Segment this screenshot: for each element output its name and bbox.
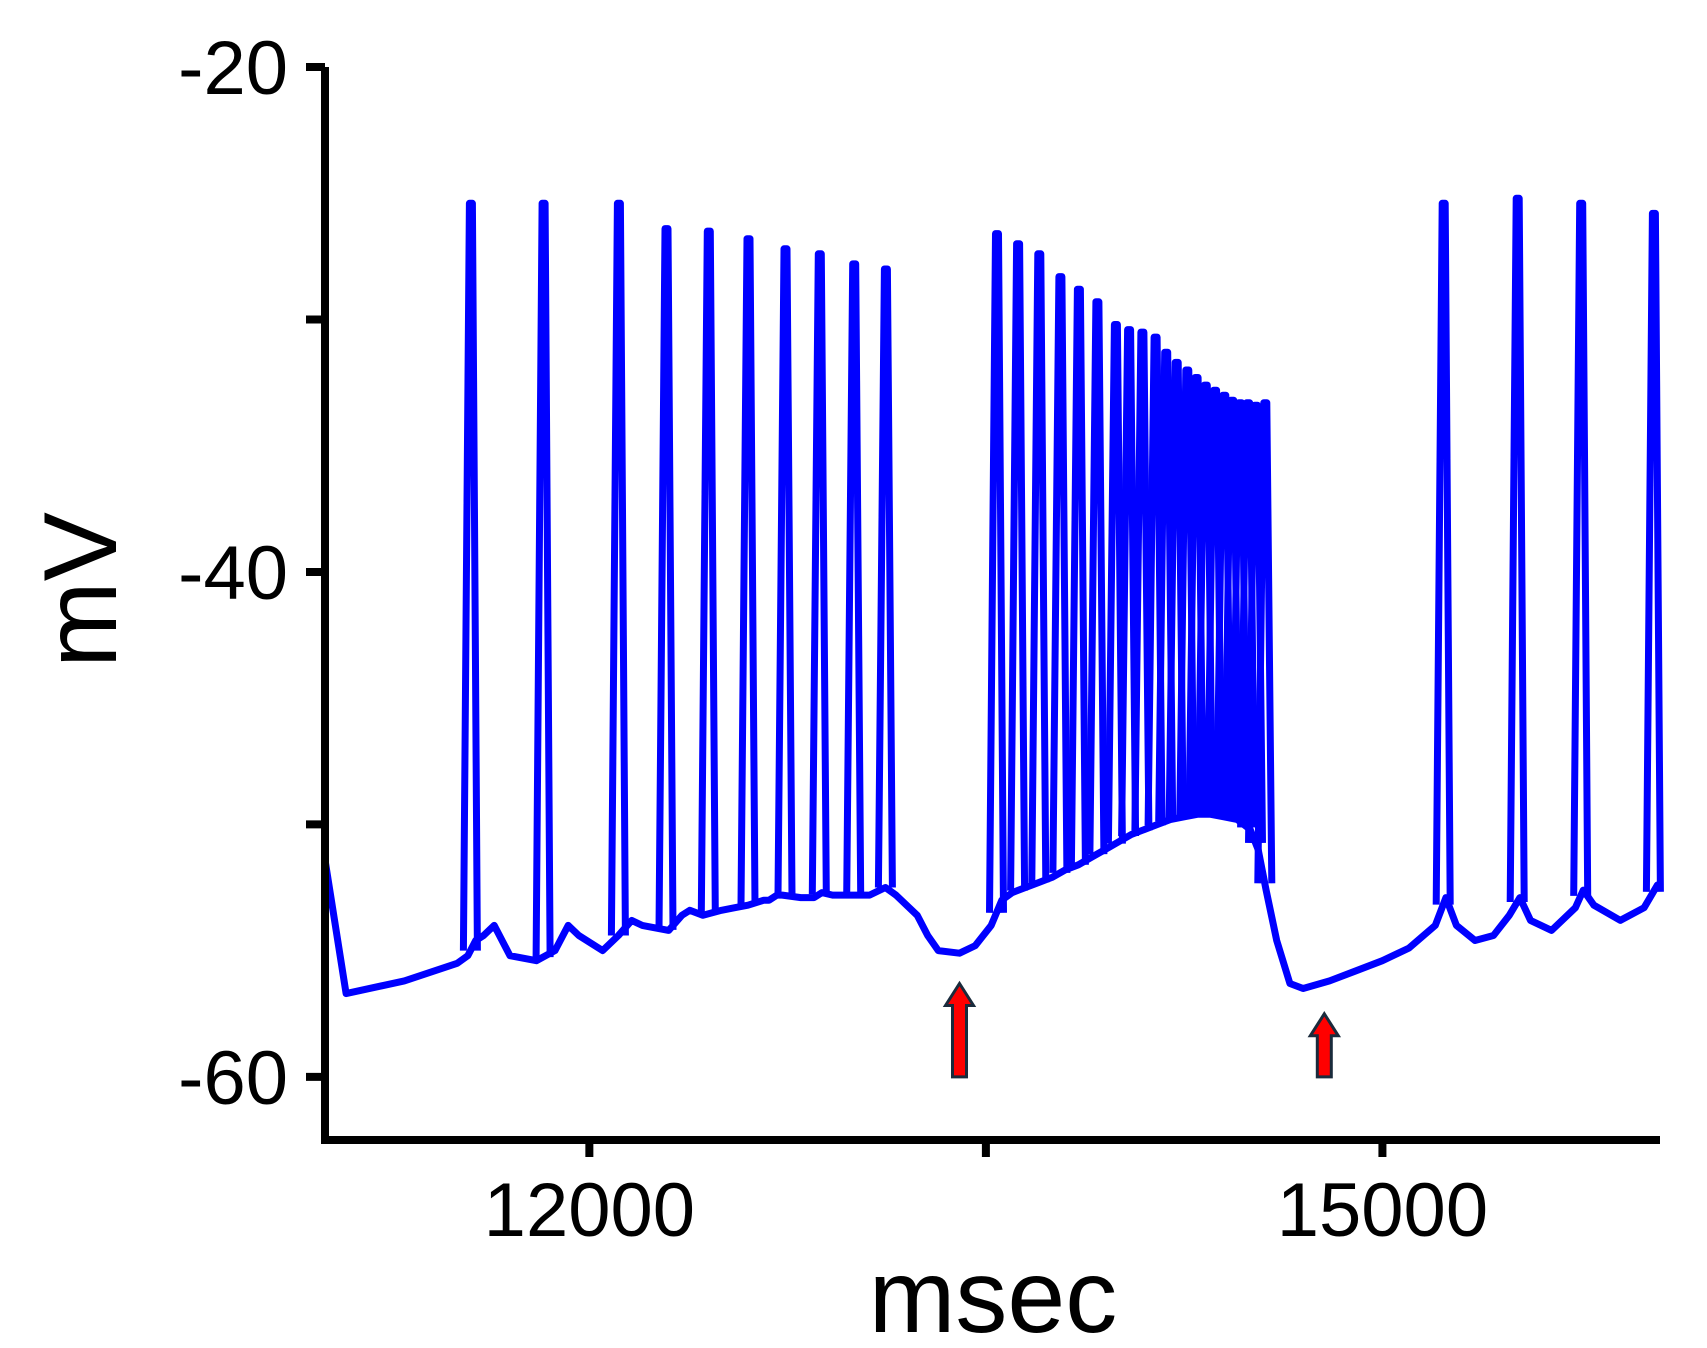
annotation-layer	[942, 980, 1342, 1079]
y-tick-label: -20	[178, 26, 288, 111]
action-potential-spike	[843, 260, 865, 896]
action-potential-spike	[655, 225, 677, 930]
x-tick-label: 15000	[1277, 1168, 1488, 1253]
x-ticks: 12000 15000	[484, 1140, 1488, 1253]
action-potential-spike	[737, 235, 759, 906]
action-potential-spike	[532, 199, 554, 958]
y-ticks: -20 -40 -60	[178, 26, 325, 1121]
action-potential-spike	[1432, 199, 1454, 905]
red-arrow-icon	[1307, 1011, 1342, 1079]
action-potential-spike	[774, 245, 796, 896]
axes-layer	[321, 67, 1660, 1144]
action-potential-spike	[874, 265, 896, 888]
red-arrow-icon	[942, 980, 977, 1079]
action-potential-spike	[1254, 399, 1276, 884]
x-axis-title: msec	[869, 1239, 1117, 1348]
action-potential-spike	[697, 227, 719, 914]
action-potential-spike	[1049, 273, 1071, 873]
y-tick-label: -40	[178, 531, 288, 616]
trace-layer	[321, 194, 1664, 998]
action-potential-spike	[1086, 298, 1108, 855]
action-potential-spike	[1067, 285, 1089, 865]
x-tick-label: 12000	[484, 1168, 695, 1253]
action-potential-spike	[1007, 240, 1029, 891]
y-tick-label: -60	[178, 1036, 288, 1121]
action-potential-spike	[1570, 199, 1592, 896]
action-potential-spike	[1118, 326, 1140, 837]
action-potential-spike	[986, 230, 1007, 913]
action-potential-spike	[607, 199, 629, 936]
action-potential-spike	[1028, 250, 1050, 883]
action-potential-spike	[1104, 321, 1126, 844]
action-potential-spike	[1131, 328, 1153, 831]
y-axis-title: mV	[23, 512, 139, 668]
action-potential-spike	[1506, 194, 1528, 903]
action-potential-spike	[1642, 209, 1664, 892]
action-potential-spike	[459, 199, 481, 951]
action-potential-spike	[808, 250, 830, 895]
